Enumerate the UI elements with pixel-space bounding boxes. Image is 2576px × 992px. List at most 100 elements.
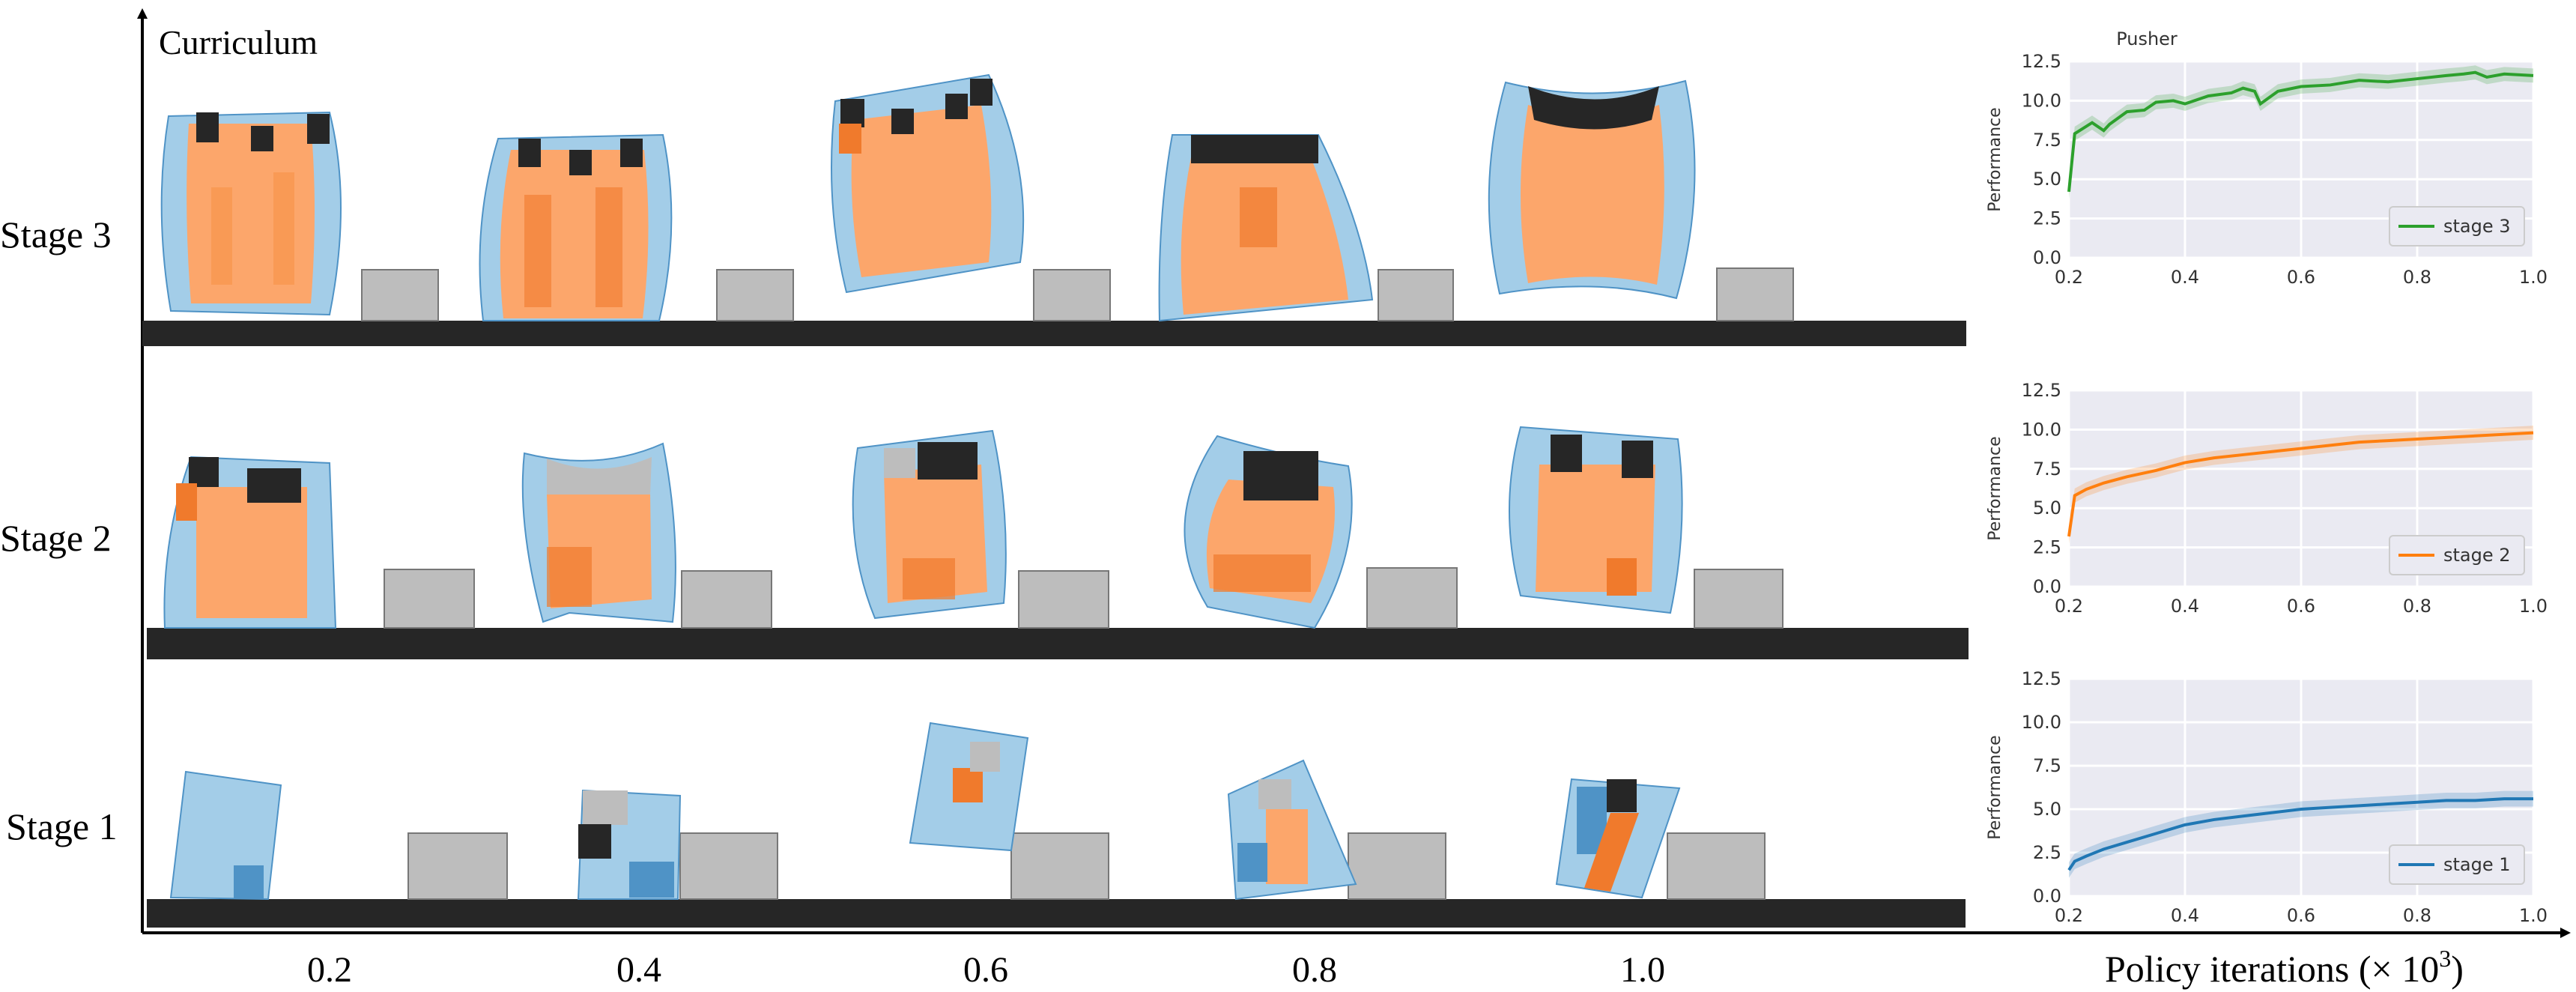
y-tick-label: 7.5 — [2033, 459, 2061, 480]
y-tick-label: 12.5 — [2022, 668, 2061, 689]
box-stage2-4 — [1366, 567, 1458, 629]
x-tick-label: 1.0 — [2519, 905, 2548, 926]
box-stage2-1 — [384, 569, 475, 629]
robot-stage3-iter-0.8 — [1158, 134, 1374, 322]
x-tick-label: 0.2 — [2055, 596, 2083, 617]
chart-title: Pusher — [2116, 28, 2178, 49]
robot-stage1-iter-0.2 — [169, 770, 282, 901]
box-stage3-2 — [716, 269, 794, 321]
box-stage1-4 — [1348, 832, 1446, 900]
stage-2-label: Stage 2 — [0, 517, 112, 559]
y-axis-label: Performance — [1986, 436, 2004, 540]
legend-box — [2389, 206, 2525, 247]
box-stage1-2 — [679, 832, 778, 900]
x-tick-label: 0.4 — [2171, 596, 2199, 617]
robot-stage1-iter-0.4 — [577, 789, 682, 900]
y-tick-label: 12.5 — [2022, 51, 2061, 72]
x-axis-label: Policy iterations (× 103) — [2105, 945, 2464, 990]
curriculum-axes: Curriculum Policy iterations (× 103) 0.2… — [0, 8, 2571, 990]
y-tick-label: 7.5 — [2033, 130, 2061, 151]
ground-stage-3 — [142, 321, 1966, 346]
chart-panel-stage-1: 0.2 0.4 0.6 0.8 1.0 0.0 2.5 5.0 7.5 10.0 12.5 Perfo… — [1986, 668, 2548, 926]
robots-stage-2 — [163, 426, 1683, 629]
pushed-boxes — [361, 267, 1794, 900]
legend-label: stage 3 — [2443, 216, 2511, 237]
legend-box — [2389, 535, 2525, 575]
x-tick-label: 0.8 — [1292, 950, 1337, 990]
robot-stage3-iter-0.2 — [160, 111, 342, 316]
y-tick-label: 10.0 — [2022, 712, 2061, 733]
y-tick-label: 10.0 — [2022, 419, 2061, 440]
x-tick-label: 0.2 — [2055, 905, 2083, 926]
robot-stage2-iter-0.2 — [163, 456, 337, 629]
robot-stage1-iter-1.0 — [1555, 778, 1681, 899]
x-tick-label: 0.4 — [616, 950, 661, 990]
box-stage1-3 — [1010, 832, 1109, 900]
chart-panel-stage-3: 0.2 0.4 0.6 0.8 1.0 0.0 2.5 5.0 7.5 10.0 12.5 Perfo… — [1986, 51, 2548, 288]
y-tick-label: 12.5 — [2022, 380, 2061, 401]
y-tick-label: 2.5 — [2033, 537, 2061, 558]
x-tick-label: 1.0 — [2519, 267, 2548, 288]
robot-stage3-iter-0.4 — [479, 133, 673, 321]
series-band-stage-3 — [2069, 65, 2533, 199]
x-tick-label: 0.2 — [307, 950, 352, 990]
x-tick-label: 0.8 — [2403, 905, 2431, 926]
robot-stage2-iter-0.8 — [1184, 435, 1353, 629]
x-tick-label: 0.4 — [2171, 267, 2199, 288]
y-tick-label: 2.5 — [2033, 208, 2061, 229]
box-stage1-5 — [1667, 832, 1766, 900]
y-axis-label: Performance — [1986, 107, 2004, 211]
y-tick-label: 0.0 — [2033, 576, 2061, 597]
y-tick-label: 0.0 — [2033, 886, 2061, 907]
robots-stage-1 — [169, 722, 1681, 901]
ground-stage-1 — [147, 899, 1966, 928]
y-axis-label: Curriculum — [159, 23, 318, 61]
x-tick-label: 0.8 — [2403, 267, 2431, 288]
box-stage2-3 — [1018, 570, 1109, 629]
robot-stage2-iter-1.0 — [1509, 426, 1683, 614]
box-stage2-2 — [681, 570, 772, 629]
x-tick-label: 0.6 — [2287, 905, 2315, 926]
robot-stage1-iter-0.6 — [909, 722, 1029, 852]
robot-stage2-iter-0.6 — [852, 429, 1007, 620]
robot-stage3-iter-1.0 — [1488, 79, 1696, 300]
robot-stage1-iter-0.8 — [1227, 759, 1357, 901]
legend-label: stage 2 — [2443, 545, 2511, 566]
x-tick-label: 0.6 — [2287, 596, 2315, 617]
y-tick-label: 10.0 — [2022, 90, 2061, 111]
x-tick-label: 1.0 — [1620, 950, 1665, 990]
box-stage2-5 — [1694, 569, 1783, 629]
robot-stage3-iter-0.6 — [831, 73, 1025, 294]
y-tick-label: 2.5 — [2033, 842, 2061, 863]
box-stage1-1 — [407, 832, 508, 900]
robot-stage2-iter-0.4 — [521, 442, 676, 623]
y-tick-label: 5.0 — [2033, 497, 2061, 518]
box-stage3-4 — [1378, 269, 1454, 321]
x-tick-label: 0.6 — [2287, 267, 2315, 288]
series-line-stage-1 — [2067, 797, 2533, 871]
chart-panel-stage-2: 0.2 0.4 0.6 0.8 1.0 0.0 2.5 5.0 7.5 10.0 12.5 Perfo… — [1986, 380, 2548, 617]
x-tick-label: 0.6 — [963, 950, 1008, 990]
y-tick-label: 5.0 — [2033, 799, 2061, 820]
robots-stage-3 — [160, 73, 1696, 322]
x-tick-label: 0.8 — [2403, 596, 2431, 617]
box-stage3-5 — [1716, 267, 1794, 321]
x-tick-label: 0.4 — [2171, 905, 2199, 926]
series-line-stage-3 — [2067, 70, 2534, 193]
stage-3-label: Stage 3 — [0, 214, 112, 255]
performance-charts: Pusher 0.2 0.4 0.6 0.8 1.0 0.0 2.5 5.0 7.5 10.0 12.… — [1986, 28, 2548, 926]
x-tick-label: 0.2 — [2055, 267, 2083, 288]
y-tick-label: 7.5 — [2033, 755, 2061, 776]
legend-box — [2389, 844, 2525, 885]
legend-label: stage 1 — [2443, 854, 2511, 875]
x-tick-label: 1.0 — [2519, 596, 2548, 617]
y-axis-label: Performance — [1986, 735, 2004, 839]
series-line-stage-2 — [2067, 431, 2534, 537]
y-tick-label: 5.0 — [2033, 169, 2061, 190]
box-stage3-3 — [1033, 269, 1111, 321]
y-tick-label: 0.0 — [2033, 247, 2061, 268]
stage-1-label: Stage 1 — [6, 805, 118, 847]
box-stage3-1 — [361, 269, 439, 321]
ground-stage-2 — [147, 628, 1969, 659]
